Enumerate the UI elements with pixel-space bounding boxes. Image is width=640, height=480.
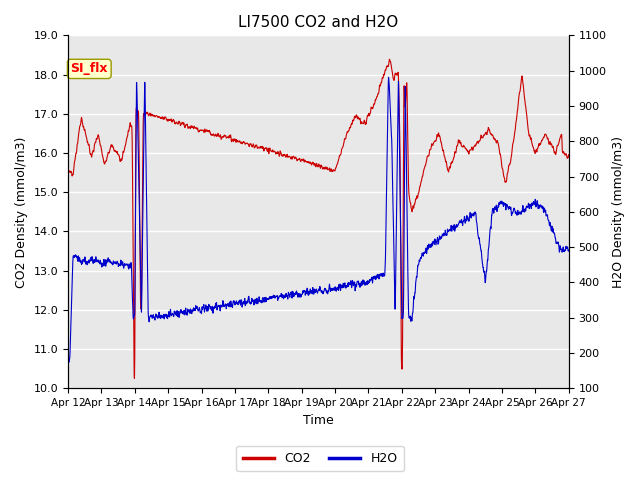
Title: LI7500 CO2 and H2O: LI7500 CO2 and H2O (238, 15, 399, 30)
Y-axis label: CO2 Density (mmol/m3): CO2 Density (mmol/m3) (15, 136, 28, 288)
Legend: CO2, H2O: CO2, H2O (236, 446, 404, 471)
Text: SI_flx: SI_flx (70, 62, 108, 75)
X-axis label: Time: Time (303, 414, 333, 427)
Y-axis label: H2O Density (mmol/m3): H2O Density (mmol/m3) (612, 136, 625, 288)
